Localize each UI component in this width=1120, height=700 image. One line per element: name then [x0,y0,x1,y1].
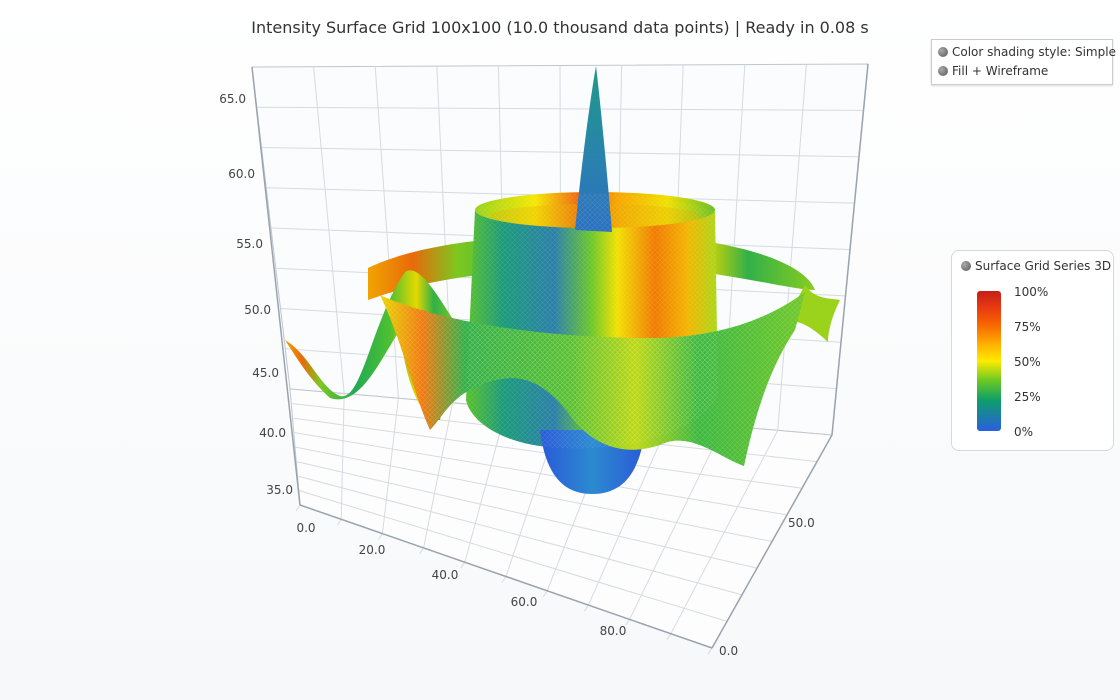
x-tick: 80.0 [600,624,627,638]
grid-line [460,561,466,569]
grid-line [625,619,631,626]
option-label: Fill + Wireframe [952,64,1049,78]
series-toggle[interactable]: Surface Grid Series 3D [961,259,1111,273]
color-scale-bar [977,291,1001,431]
grid-line [377,533,383,540]
y-tick: 45.0 [252,366,279,380]
grid-line [296,461,758,569]
x-tick: 20.0 [359,543,386,557]
option-label: Color shading style: Simple [952,45,1116,59]
options-legend: Color shading style: Simple Fill + Wiref… [931,39,1116,85]
grid-line [583,604,589,612]
y-axis: 65.0 60.0 55.0 50.0 45.0 40.0 35.0 [219,92,293,497]
x-tick: 0.0 [296,521,315,535]
scale-label: 50% [1014,355,1041,369]
scale-label: 0% [1014,425,1034,439]
shading-style-option[interactable]: Color shading style: Simple [938,43,1116,61]
grid-line [295,504,301,512]
scale-label: 25% [1014,390,1041,404]
chart-title: Intensity Surface Grid 100x100 (10.0 tho… [251,18,869,37]
render-style-option[interactable]: Fill + Wireframe [938,62,1048,80]
y-tick: 60.0 [228,167,255,181]
z-tick: 50.0 [788,516,815,530]
grid-line [261,147,860,158]
bullet-icon [938,47,948,57]
z-axis: 0.0 50.0 [719,516,815,658]
x-tick: 60.0 [511,595,538,609]
grid-line [298,490,728,622]
grid-line [707,647,713,655]
grid-line [336,519,342,526]
box-edges [251,63,869,649]
y-tick: 55.0 [236,237,263,251]
grid-line [293,432,788,516]
y-tick: 65.0 [219,92,246,106]
bullet-icon [961,261,971,271]
y-tick: 35.0 [266,483,293,497]
x-axis: 0.0 20.0 40.0 60.0 80.0 [296,521,626,638]
grid-line [294,446,773,542]
scale-label: 75% [1014,320,1041,334]
scale-label: 100% [1014,285,1049,299]
y-tick: 50.0 [244,303,271,317]
x-tick: 40.0 [432,568,459,582]
grid-line [542,590,548,598]
grid-line [666,633,672,640]
grid-line [297,475,743,596]
bullet-icon [938,66,948,76]
series-name-label: Surface Grid Series 3D [975,259,1112,273]
grid-line [419,547,425,555]
grid-line [501,576,507,583]
z-tick: 0.0 [719,644,738,658]
surface-mesh[interactable] [285,66,840,494]
grid-line [256,106,864,111]
series-legend: Surface Grid Series 3D 100% 75% 50% 25% … [951,250,1114,451]
y-tick: 40.0 [259,426,286,440]
